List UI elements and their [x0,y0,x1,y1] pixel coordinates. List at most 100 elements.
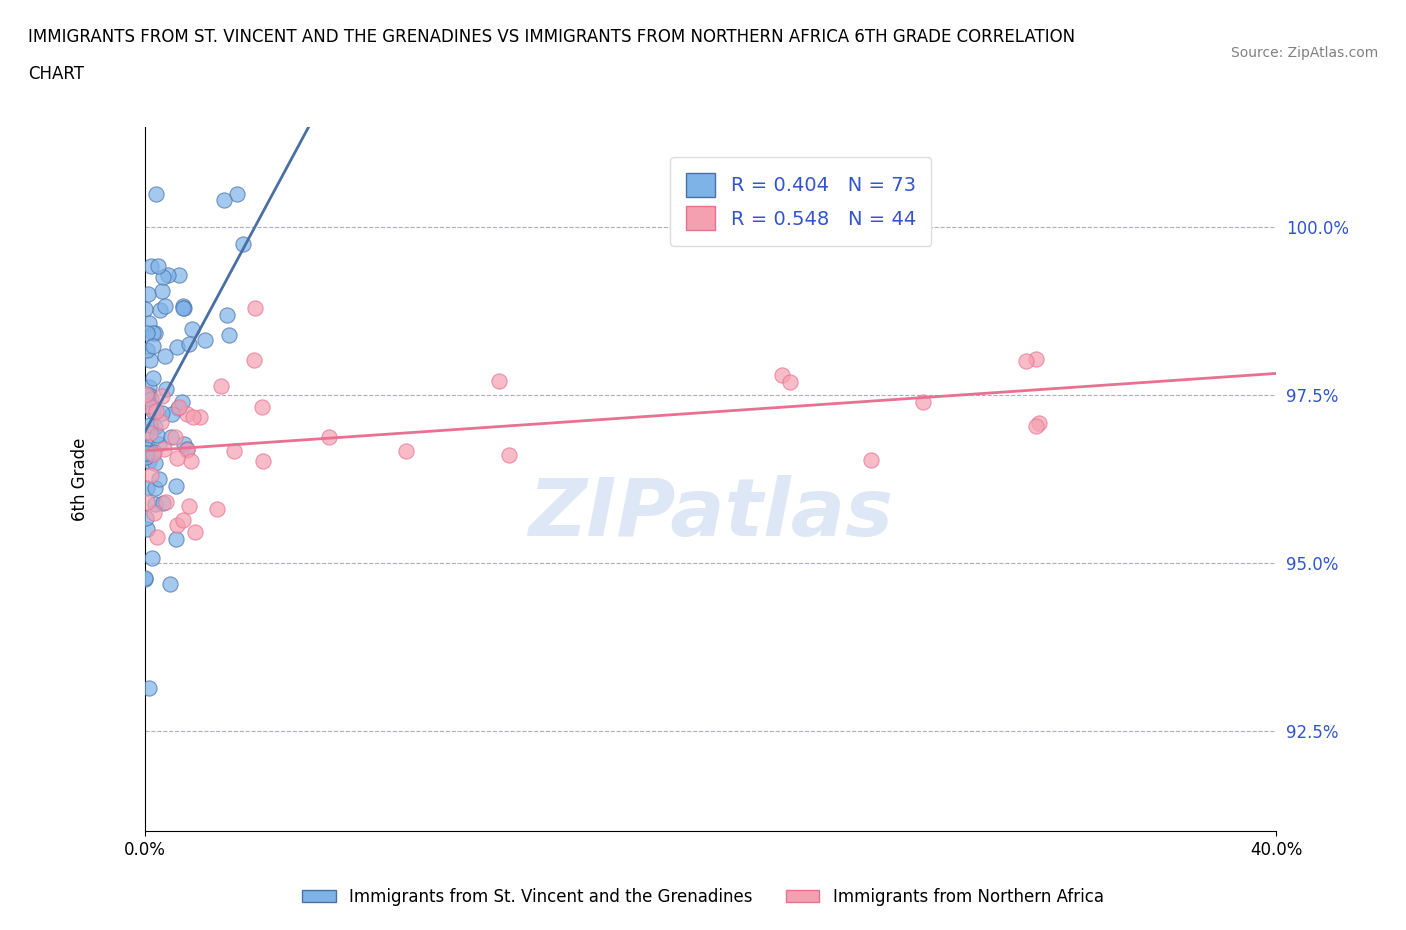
Text: IMMIGRANTS FROM ST. VINCENT AND THE GRENADINES VS IMMIGRANTS FROM NORTHERN AFRIC: IMMIGRANTS FROM ST. VINCENT AND THE GREN… [28,28,1076,46]
Point [1015,354,1038,369]
Point [135,388,157,403]
Point [155,348,177,363]
Point [136,326,159,340]
Point [318,430,340,445]
Point [488,374,510,389]
Point [177,498,200,513]
Point [143,326,166,340]
Point [779,375,801,390]
Point [250,399,273,414]
Point [150,284,173,299]
Point [222,444,245,458]
Point [134,301,156,316]
Point [165,430,187,445]
Point [134,446,156,461]
Point [134,571,156,586]
Point [226,186,249,201]
Point [167,400,190,415]
Point [138,681,160,696]
Point [1025,352,1047,366]
Point [252,453,274,468]
Point [176,442,198,457]
Y-axis label: 6th Grade: 6th Grade [72,437,89,521]
Point [167,267,190,282]
Point [173,300,195,315]
Point [498,447,520,462]
Point [214,193,236,207]
Point [159,577,181,591]
Point [135,441,157,456]
Point [172,301,194,316]
Point [1025,418,1047,433]
Point [243,300,266,315]
Point [135,438,157,453]
Point [136,386,159,401]
Point [135,342,157,357]
Point [138,398,160,413]
Point [141,551,163,566]
Point [152,389,174,404]
Point [139,418,162,432]
Point [146,529,169,544]
Point [148,436,170,451]
Legend: R = 0.404   N = 73, R = 0.548   N = 44: R = 0.404 N = 73, R = 0.548 N = 44 [671,157,932,246]
Point [141,339,163,353]
Point [146,427,169,442]
Text: Source: ZipAtlas.com: Source: ZipAtlas.com [1230,46,1378,60]
Point [142,446,165,461]
Point [135,449,157,464]
Point [155,495,177,510]
Point [135,495,157,510]
Point [142,445,165,459]
Point [135,387,157,402]
Point [142,404,165,418]
Point [183,525,205,539]
Point [232,236,254,251]
Point [166,518,188,533]
Point [1028,416,1050,431]
Point [138,454,160,469]
Point [141,259,163,273]
Point [860,453,883,468]
Point [143,419,166,434]
Point [176,443,198,458]
Text: ZIPatlas: ZIPatlas [527,475,893,553]
Point [218,327,240,342]
Point [136,446,159,461]
Point [181,410,204,425]
Point [136,286,159,301]
Point [170,394,193,409]
Point [138,379,160,394]
Point [139,352,162,367]
Point [145,481,167,496]
Point [142,326,165,340]
Point [166,450,188,465]
Point [150,405,173,420]
Point [395,444,418,458]
Point [138,315,160,330]
Point [153,299,176,313]
Point [188,409,211,424]
Point [135,481,157,496]
Point [152,495,174,510]
Point [142,371,165,386]
Point [215,308,238,323]
Point [134,572,156,587]
Point [143,497,166,512]
Point [194,333,217,348]
Point [205,501,228,516]
Point [138,388,160,403]
Point [166,339,188,354]
Text: CHART: CHART [28,65,84,83]
Point [155,382,177,397]
Point [156,267,179,282]
Point [148,472,170,486]
Point [153,441,176,456]
Point [135,511,157,525]
Legend: Immigrants from St. Vincent and the Grenadines, Immigrants from Northern Africa: Immigrants from St. Vincent and the Gren… [295,881,1111,912]
Point [165,531,187,546]
Point [167,400,190,415]
Point [172,512,194,527]
Point [176,406,198,421]
Point [146,259,169,273]
